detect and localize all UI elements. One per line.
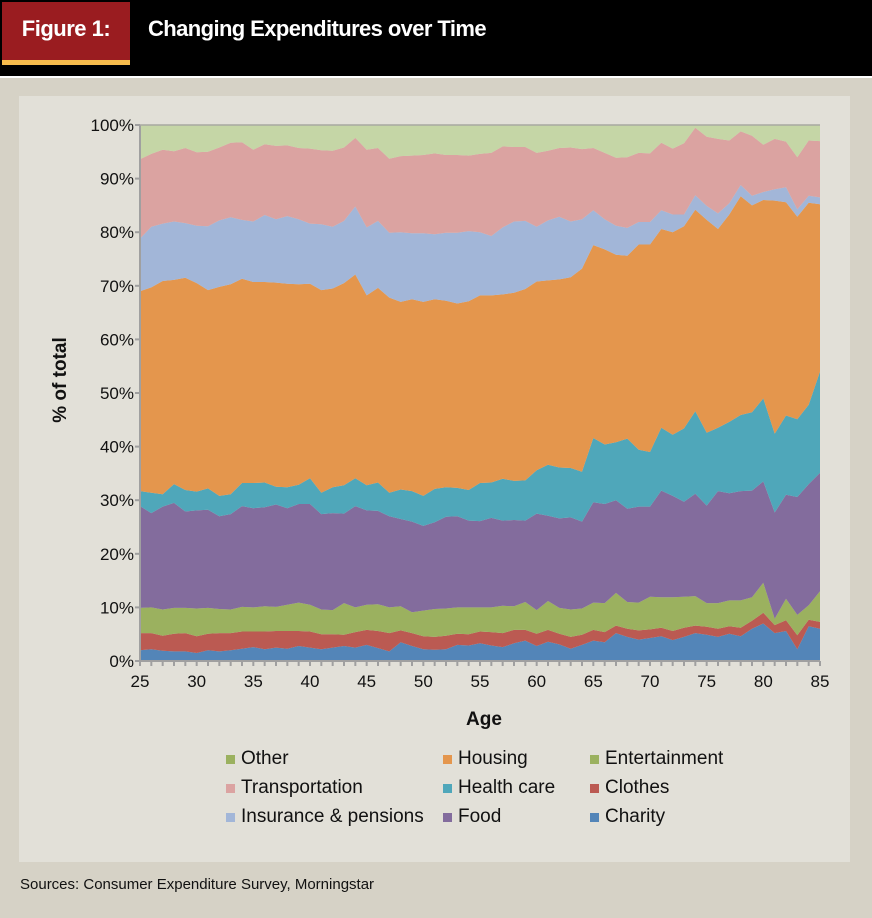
y-axis-title: % of total [50,337,71,423]
x-tick-label: 75 [697,672,716,691]
y-tick-label: 90% [100,170,134,189]
legend-swatch [443,783,452,793]
x-tick-label: 85 [811,672,830,691]
x-tick-label: 25 [131,672,150,691]
area-clothes [140,612,820,653]
legend-label: Other [241,748,289,769]
y-tick-label: 60% [100,330,134,349]
legend-label: Charity [605,806,666,827]
legend-item-housing: Housing [443,748,528,770]
legend-swatch [590,783,599,793]
area-transportation [140,127,820,239]
y-tick-label: 50% [100,384,134,403]
area-entertainment [140,582,820,637]
x-axis-title: Age [466,709,502,730]
legend-label: Clothes [605,777,670,798]
figure-header: Figure 1: Changing Expenditures over Tim… [0,0,872,76]
legend-swatch [226,812,235,822]
area-charity [140,623,820,661]
legend-item-food: Food [443,806,501,828]
x-tick-label: 55 [471,672,490,691]
legend-item-other: Other [226,748,289,770]
legend-label: Entertainment [605,748,724,769]
figure-label: Figure 1: [21,16,111,41]
x-tick-label: 30 [187,672,206,691]
legend-label: Food [458,806,502,827]
legend-item-transportation: Transportation [226,777,363,799]
x-tick-label: 80 [754,672,773,691]
legend-swatch [443,812,452,822]
y-tick-label: 10% [100,598,134,617]
legend-label: Health care [458,777,556,798]
legend-item-insurance-pensions: Insurance & pensions [226,806,424,828]
area-health-care [140,371,820,526]
figure-label-box: Figure 1: [2,2,130,60]
y-tick-label: 20% [100,545,134,564]
y-tick-label: 70% [100,277,134,296]
sources-note: Sources: Consumer Expenditure Survey, Mo… [20,876,375,893]
x-tick-label: 60 [527,672,546,691]
legend-item-entertainment: Entertainment [590,748,723,770]
x-tick-label: 45 [357,672,376,691]
y-tick-label: 0% [109,652,134,671]
axes-group: 0% 10% 20% 30% 40% 50% 60% 70% 80% 90% 100% 25 30 35 4… [91,116,830,691]
x-tick-label: 40 [301,672,320,691]
area-insurance-pensions [140,185,820,304]
x-tick-label: 35 [244,672,263,691]
legend-label: Insurance & pensions [241,806,424,827]
legend-swatch [226,783,235,793]
legend-item-clothes: Clothes [590,777,669,799]
legend-swatch [226,754,235,764]
figure-title: Changing Expenditures over Time [148,16,487,41]
legend-swatch [590,812,599,822]
legend-item-charity: Charity [590,806,665,828]
area-housing [140,196,820,496]
y-tick-label: 100% [91,116,134,135]
legend-label: Housing [458,748,528,769]
area-series-group [140,125,820,661]
legend-swatch [590,754,599,764]
y-tick-label: 30% [100,491,134,510]
legend-label: Transportation [241,777,363,798]
x-tick-label: 50 [414,672,433,691]
y-tick-label: 80% [100,223,134,242]
header-divider [0,76,872,78]
figure-label-underline [2,60,130,65]
legend-item-health-care: Health care [443,777,555,799]
area-other [140,125,820,160]
x-tick-label: 70 [641,672,660,691]
y-tick-label: 40% [100,438,134,457]
x-tick-label: 65 [584,672,603,691]
legend-swatch [443,754,452,764]
area-food [140,472,820,619]
